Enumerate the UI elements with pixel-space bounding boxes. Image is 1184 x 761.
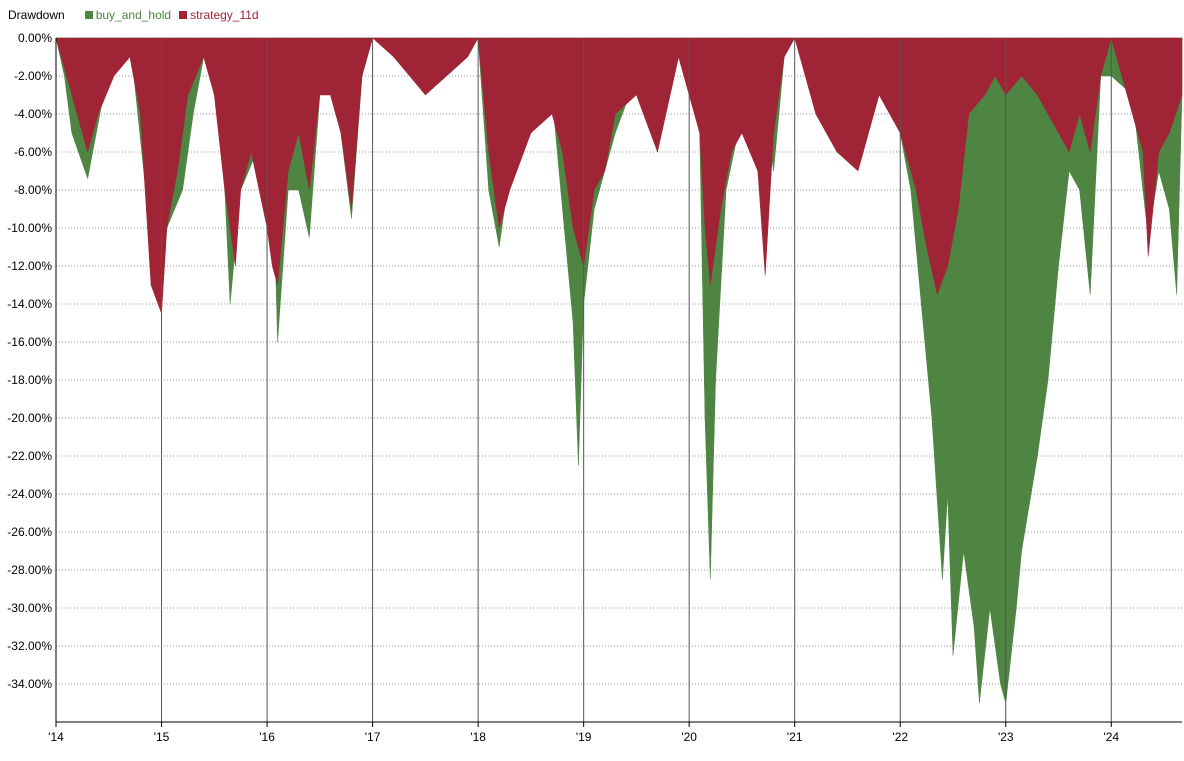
y-tick-label: -12.00% [7,259,52,273]
legend-item-strategy-11d[interactable]: strategy_11d [179,8,259,22]
x-tick-label: '24 [1103,730,1119,744]
legend-label-strategy-11d: strategy_11d [190,8,259,22]
y-tick-label: -28.00% [7,563,52,577]
x-tick-label: '14 [48,730,64,744]
y-tick-label: -14.00% [7,297,52,311]
x-tick-label: '19 [576,730,592,744]
x-tick-label: '21 [787,730,803,744]
y-tick-label: 0.00% [18,31,52,45]
legend-item-buy-and-hold[interactable]: buy_and_hold [84,8,172,22]
x-tick-label: '17 [365,730,381,744]
y-tick-label: -26.00% [7,525,52,539]
legend-label-buy-and-hold: buy_and_hold [95,8,172,22]
x-tick-label: '22 [892,730,908,744]
y-tick-label: -2.00% [14,69,52,83]
x-tick-label: '15 [154,730,170,744]
legend-swatch-buy-and-hold [84,11,93,19]
y-tick-label: -34.00% [7,677,52,691]
x-tick-label: '16 [259,730,275,744]
x-tick-label: '18 [470,730,486,744]
y-tick-label: -30.00% [7,601,52,615]
y-tick-label: -22.00% [7,449,52,463]
chart-title: Drawdown [8,8,65,22]
y-tick-label: -24.00% [7,487,52,501]
x-tick-label: '20 [681,730,697,744]
legend-swatch-strategy-11d [179,11,188,19]
y-tick-label: -8.00% [14,183,52,197]
x-tick-label: '23 [998,730,1014,744]
y-tick-label: -20.00% [7,411,52,425]
y-tick-label: -18.00% [7,373,52,387]
y-tick-label: -16.00% [7,335,52,349]
y-tick-label: -4.00% [14,107,52,121]
legend: Drawdown buy_and_hold strategy_11d [8,8,259,22]
y-tick-label: -6.00% [14,145,52,159]
y-tick-label: -10.00% [7,221,52,235]
y-tick-label: -32.00% [7,639,52,653]
